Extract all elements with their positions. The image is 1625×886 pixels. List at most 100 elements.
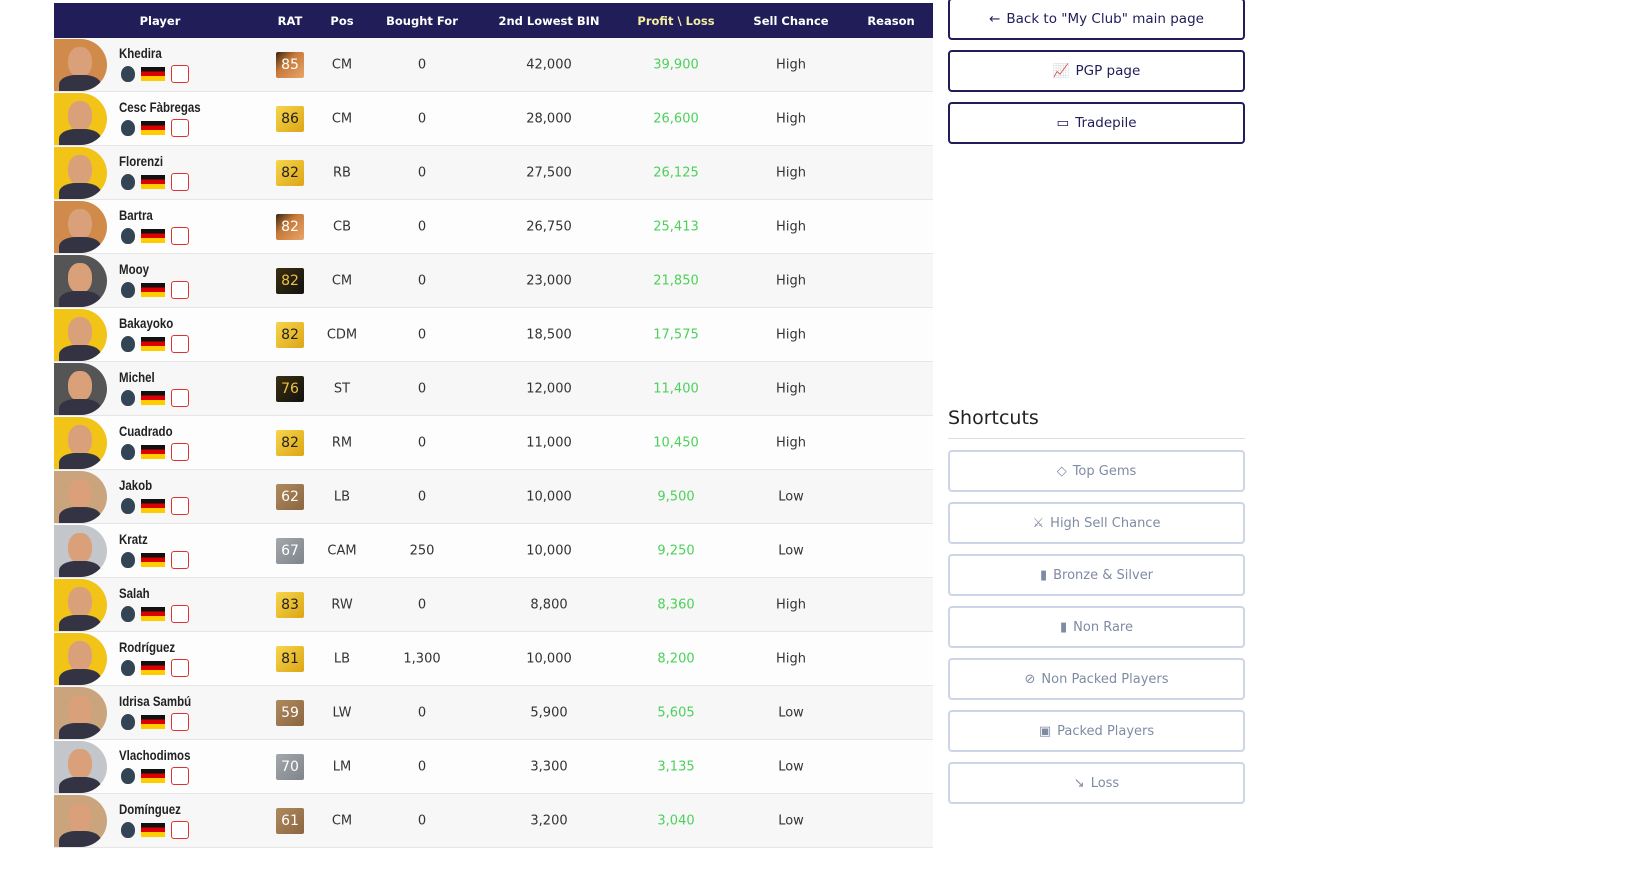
col-bought[interactable]: Bought For bbox=[386, 13, 458, 28]
shortcut-top-gems[interactable]: ◇ Top Gems bbox=[948, 450, 1245, 492]
player-name[interactable]: Michel bbox=[119, 369, 155, 385]
rating-badge: 61 bbox=[276, 807, 304, 834]
shortcut-loss[interactable]: ↘ Loss bbox=[948, 762, 1245, 804]
player-avatar bbox=[54, 741, 107, 793]
table-row[interactable]: Cuadrado 82 RM 0 11,000 10,450 High bbox=[54, 416, 933, 470]
position: RW bbox=[331, 597, 353, 612]
club-badge-icon bbox=[121, 228, 135, 244]
table-row[interactable]: Mooy 82 CM 0 23,000 21,850 High bbox=[54, 254, 933, 308]
profit-loss: 21,850 bbox=[653, 273, 699, 288]
player-name[interactable]: Khedira bbox=[119, 45, 162, 61]
shortcut-non-rare[interactable]: ▮ Non Rare bbox=[948, 606, 1245, 648]
table-row[interactable]: Khedira 85 CM 0 42,000 39,900 High bbox=[54, 38, 933, 92]
player-avatar bbox=[54, 255, 107, 307]
club-badge-icon bbox=[121, 336, 135, 352]
pgp-button[interactable]: 📈 PGP page bbox=[948, 50, 1245, 92]
pack-icon: ▣ bbox=[1038, 723, 1052, 739]
col-reason[interactable]: Reason bbox=[867, 13, 915, 28]
league-logo-icon bbox=[171, 551, 189, 569]
position: CAM bbox=[327, 543, 357, 558]
lowest-bin: 26,750 bbox=[526, 219, 572, 234]
profit-loss: 3,040 bbox=[657, 813, 695, 828]
swords-icon: ⚔ bbox=[1032, 515, 1045, 531]
table-row[interactable]: Kratz 67 CAM 250 10,000 9,250 Low bbox=[54, 524, 933, 578]
lowest-bin: 10,000 bbox=[526, 489, 572, 504]
rating-badge: 82 bbox=[276, 159, 304, 186]
table-row[interactable]: Florenzi 82 RB 0 27,500 26,125 High bbox=[54, 146, 933, 200]
lowest-bin: 5,900 bbox=[530, 705, 568, 720]
player-name[interactable]: Florenzi bbox=[119, 153, 164, 169]
shortcut-non-packed-players[interactable]: ⊘ Non Packed Players bbox=[948, 658, 1245, 700]
col-profit[interactable]: Profit \ Loss bbox=[637, 13, 715, 28]
player-name[interactable]: Bartra bbox=[119, 207, 153, 223]
table-row[interactable]: Domínguez 61 CM 0 3,200 3,040 Low bbox=[54, 794, 933, 848]
shortcut-bronze-silver[interactable]: ▮ Bronze & Silver bbox=[948, 554, 1245, 596]
position: CDM bbox=[326, 327, 358, 342]
bought-for: 0 bbox=[417, 597, 427, 612]
sell-chance: Low bbox=[778, 705, 804, 720]
league-logo-icon bbox=[171, 497, 189, 515]
shortcut-high-sell-chance[interactable]: ⚔ High Sell Chance bbox=[948, 502, 1245, 544]
player-avatar bbox=[54, 579, 107, 631]
shortcut-packed-players[interactable]: ▣ Packed Players bbox=[948, 710, 1245, 752]
player-name[interactable]: Idrisa Sambú bbox=[119, 693, 192, 709]
table-row[interactable]: Cesc Fàbregas 86 CM 0 28,000 26,600 High bbox=[54, 92, 933, 146]
nation-flag-icon bbox=[141, 607, 165, 621]
player-name[interactable]: Salah bbox=[119, 585, 150, 601]
player-avatar bbox=[54, 201, 107, 253]
player-name[interactable]: Cuadrado bbox=[119, 423, 173, 439]
sell-chance: High bbox=[776, 435, 806, 450]
rating-badge: 81 bbox=[276, 645, 304, 672]
table-row[interactable]: Idrisa Sambú 59 LW 0 5,900 5,605 Low bbox=[54, 686, 933, 740]
bought-for: 1,300 bbox=[403, 651, 441, 666]
rating-badge: 85 bbox=[276, 51, 304, 78]
table-row[interactable]: Salah 83 RW 0 8,800 8,360 High bbox=[54, 578, 933, 632]
back-button[interactable]: ← Back to "My Club" main page bbox=[948, 0, 1245, 40]
club-badge-icon bbox=[121, 768, 135, 784]
col-sell[interactable]: Sell Chance bbox=[753, 13, 829, 28]
league-logo-icon bbox=[171, 173, 189, 191]
table-row[interactable]: Michel 76 ST 0 12,000 11,400 High bbox=[54, 362, 933, 416]
profit-loss: 8,200 bbox=[657, 651, 695, 666]
lowest-bin: 3,200 bbox=[530, 813, 568, 828]
rating-badge: 82 bbox=[276, 267, 304, 294]
tradepile-button[interactable]: ▭ Tradepile bbox=[948, 102, 1245, 144]
card-icon: ▮ bbox=[1039, 567, 1048, 583]
position: RM bbox=[331, 435, 353, 450]
col-player[interactable]: Player bbox=[139, 13, 181, 28]
table-row[interactable]: Jakob 62 LB 0 10,000 9,500 Low bbox=[54, 470, 933, 524]
player-name[interactable]: Kratz bbox=[119, 531, 148, 547]
rating-badge: 83 bbox=[276, 591, 304, 618]
profit-loss: 9,500 bbox=[657, 489, 695, 504]
table-row[interactable]: Rodríguez 81 LB 1,300 10,000 8,200 High bbox=[54, 632, 933, 686]
player-name[interactable]: Rodríguez bbox=[119, 639, 176, 655]
profit-loss: 9,250 bbox=[657, 543, 695, 558]
col-bin[interactable]: 2nd Lowest BIN bbox=[498, 13, 600, 28]
col-rat[interactable]: RAT bbox=[277, 13, 303, 28]
player-name[interactable]: Mooy bbox=[119, 261, 149, 277]
table-row[interactable]: Bakayoko 82 CDM 0 18,500 17,575 High bbox=[54, 308, 933, 362]
lowest-bin: 18,500 bbox=[526, 327, 572, 342]
player-name[interactable]: Bakayoko bbox=[119, 315, 174, 331]
player-avatar bbox=[54, 93, 107, 145]
table-row[interactable]: Bartra 82 CB 0 26,750 25,413 High bbox=[54, 200, 933, 254]
sell-chance: High bbox=[776, 273, 806, 288]
gold-card-icon: ▮ bbox=[1060, 619, 1068, 635]
nation-flag-icon bbox=[141, 499, 165, 513]
position: LM bbox=[332, 759, 352, 774]
col-pos[interactable]: Pos bbox=[330, 13, 354, 28]
player-name[interactable]: Jakob bbox=[119, 477, 153, 493]
profit-loss: 10,450 bbox=[653, 435, 699, 450]
player-name[interactable]: Vlachodimos bbox=[119, 747, 191, 763]
nation-flag-icon bbox=[141, 229, 165, 243]
rating-badge: 62 bbox=[276, 483, 304, 510]
position: CM bbox=[331, 57, 353, 72]
profit-loss: 5,605 bbox=[657, 705, 695, 720]
gem-icon: ◇ bbox=[1056, 463, 1067, 479]
league-logo-icon bbox=[171, 605, 189, 623]
table-row[interactable]: Vlachodimos 70 LM 0 3,300 3,135 Low bbox=[54, 740, 933, 794]
rating-badge: 70 bbox=[276, 753, 304, 780]
league-logo-icon bbox=[171, 281, 189, 299]
player-name[interactable]: Domínguez bbox=[119, 801, 181, 817]
player-name[interactable]: Cesc Fàbregas bbox=[119, 99, 201, 115]
